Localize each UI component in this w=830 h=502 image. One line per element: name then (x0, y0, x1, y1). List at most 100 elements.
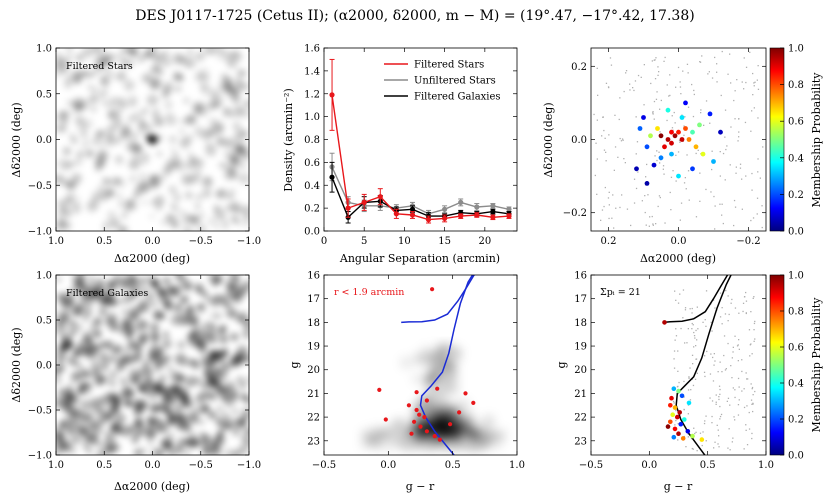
member-star (634, 166, 639, 172)
density-blob (204, 140, 214, 149)
density-blob (93, 344, 103, 353)
background-star (622, 139, 624, 141)
colorbar-tick-label: 0.4 (788, 153, 804, 164)
density-blob (88, 281, 96, 288)
density-blob (234, 77, 243, 86)
density-blob (99, 351, 107, 360)
background-star (714, 307, 716, 309)
density-blob (217, 52, 226, 61)
density-blob (71, 137, 78, 145)
background-star (687, 72, 689, 74)
inner-star (414, 407, 419, 413)
density-blob (231, 426, 241, 437)
background-star (677, 302, 680, 304)
background-star (695, 431, 697, 433)
background-star (725, 289, 727, 292)
density-blob (124, 58, 135, 68)
background-star (712, 380, 715, 382)
background-star (756, 213, 758, 215)
member-star (671, 434, 677, 440)
background-star (751, 403, 753, 405)
field-density (451, 346, 463, 359)
background-star (705, 188, 707, 191)
density-blob (71, 173, 82, 184)
x-tick-label: 10 (398, 236, 411, 247)
x-tick-label: −0.5 (189, 460, 213, 471)
y-tick-label: −0.5 (28, 406, 52, 417)
density-blob (96, 290, 103, 297)
background-star (724, 136, 726, 138)
field-density (426, 369, 437, 379)
background-star (618, 118, 620, 121)
density-blob (91, 418, 103, 430)
background-star (666, 84, 668, 86)
y-tick-label: 22 (307, 413, 320, 424)
y-tick-label: 0.5 (36, 89, 52, 100)
background-star (680, 202, 683, 204)
background-star (682, 289, 685, 291)
density-blob (199, 382, 206, 389)
density-blob (226, 192, 235, 200)
data-point (474, 212, 480, 218)
background-star (679, 81, 681, 83)
y-tick-label: 0.5 (36, 316, 52, 327)
density-blob (229, 201, 238, 210)
background-star (734, 307, 737, 309)
density-blob (149, 64, 160, 76)
inner-star (422, 415, 427, 420)
x-tick-label: −0.5 (189, 236, 213, 247)
density-blob (133, 401, 145, 413)
background-star (663, 173, 665, 175)
density-blob (245, 376, 249, 384)
density-blob (118, 225, 127, 231)
background-star (687, 389, 690, 391)
density-blob (70, 371, 82, 383)
member-star (707, 111, 713, 117)
density-blob (141, 199, 147, 206)
isochrone-horizontal-branch (401, 275, 476, 324)
density-blob (63, 79, 73, 89)
density-blob (135, 417, 144, 426)
density-blob (71, 203, 82, 214)
series-line (331, 176, 510, 219)
member-star (700, 151, 706, 157)
background-star (750, 130, 752, 132)
background-star (700, 112, 702, 114)
density-blob (111, 342, 123, 355)
density-blob (99, 376, 107, 383)
background-star (687, 328, 689, 330)
density-blob (223, 363, 231, 370)
density-blob (104, 429, 114, 440)
background-star (715, 401, 717, 403)
member-star (662, 144, 667, 150)
background-star (608, 191, 610, 193)
density-blob (227, 110, 235, 119)
density-blob (74, 115, 86, 127)
background-star (731, 441, 733, 443)
field-density (387, 431, 394, 438)
density-blob (83, 118, 94, 129)
density-blob (120, 425, 133, 438)
background-star (741, 178, 743, 180)
density-blob (151, 338, 159, 346)
member-star (665, 137, 671, 142)
x-tick-label: 1.0 (48, 460, 64, 471)
density-blob (128, 158, 140, 170)
field-density (469, 428, 482, 441)
background-star (724, 313, 727, 315)
x-axis-label: Δα2000 (deg) (114, 480, 190, 493)
background-star (718, 398, 720, 401)
density-blob (163, 304, 170, 310)
background-star (605, 160, 607, 162)
background-star (679, 141, 681, 143)
background-star (621, 138, 624, 140)
density-blob (176, 340, 186, 350)
y-tick-label: 23 (574, 436, 587, 447)
background-star (716, 424, 718, 426)
background-star (595, 142, 597, 144)
background-star (727, 73, 729, 75)
density-blob (114, 412, 127, 425)
background-star (705, 290, 708, 292)
background-star (660, 99, 662, 102)
field-density (414, 438, 425, 450)
